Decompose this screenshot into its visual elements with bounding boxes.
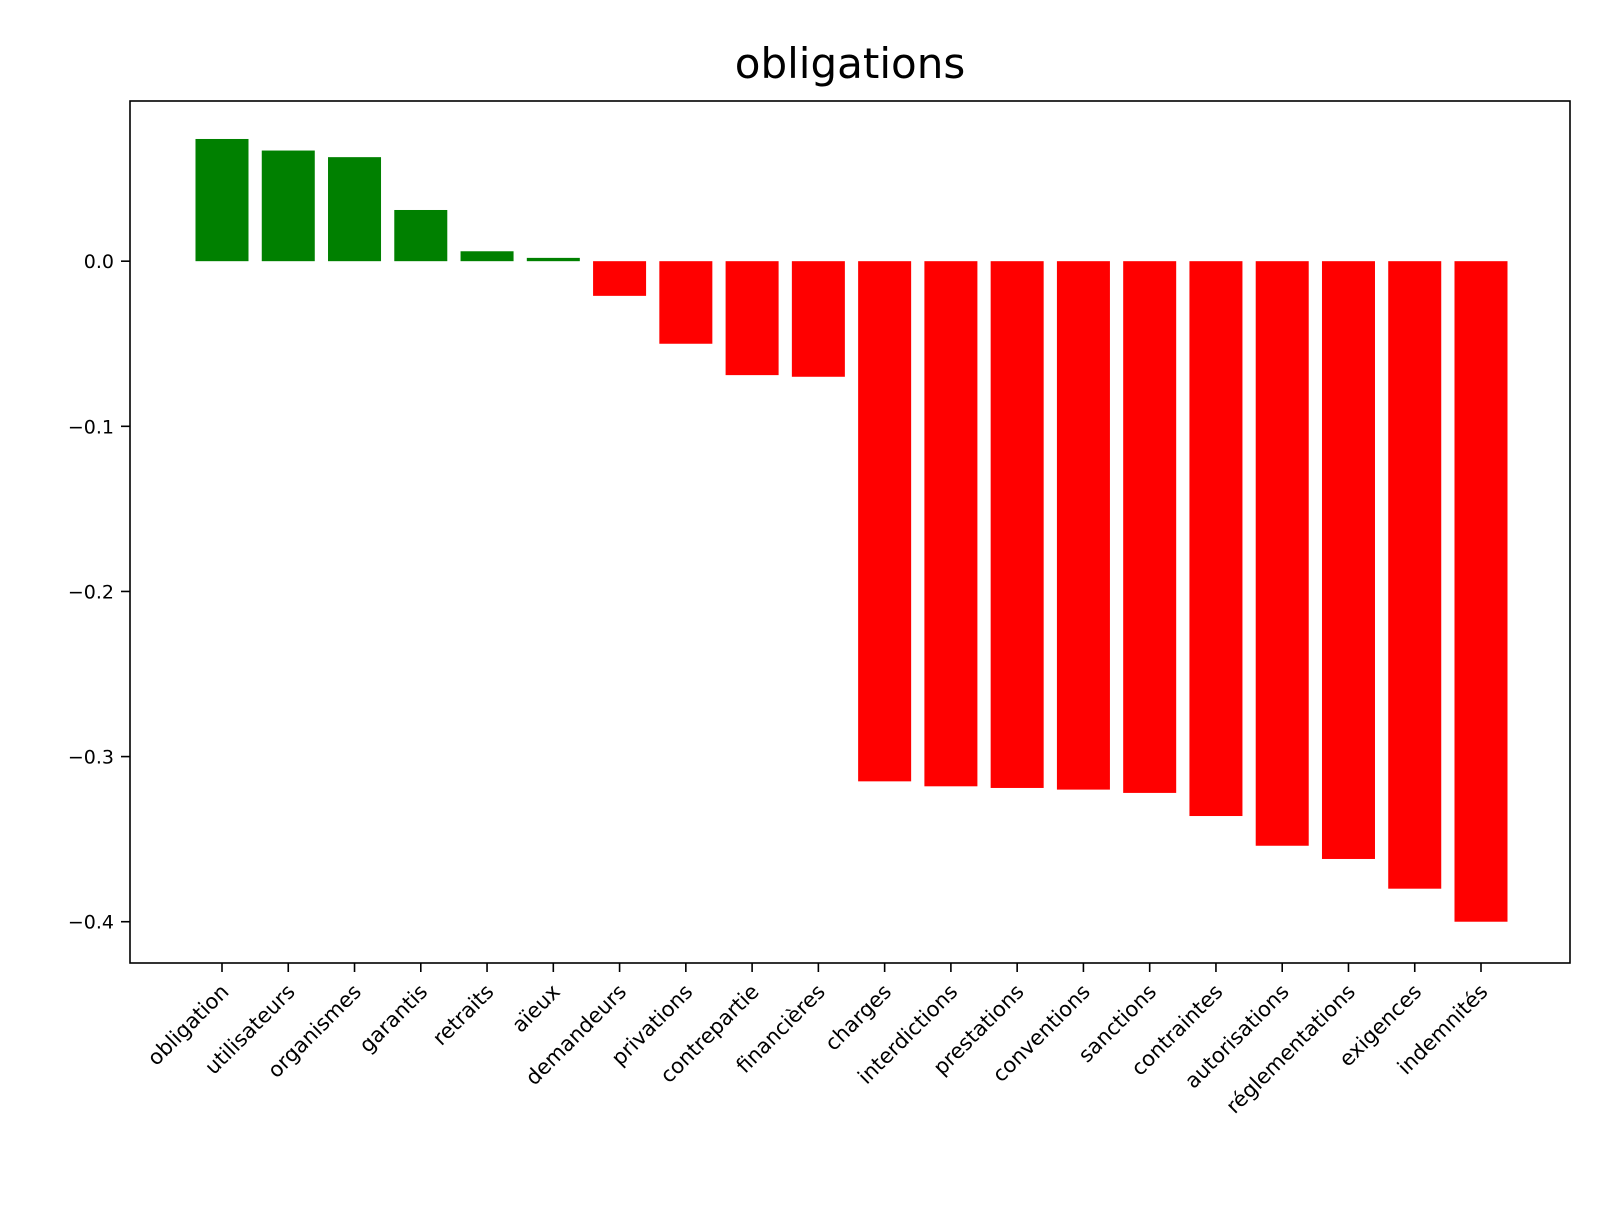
y-tick-label-4: −0.4 [68,912,114,934]
bar-9 [791,261,845,377]
y-tick-label-1: −0.1 [68,416,114,438]
y-axis: 0.0 −0.1 −0.2 −0.3 −0.4 [68,251,130,934]
bar-7 [659,261,713,344]
x-tick-label-3: garantis [355,980,433,1058]
chart-title: obligations [735,39,965,88]
bar-14 [1123,261,1177,793]
bar-3 [394,209,448,262]
bar-8 [725,261,779,376]
bar-0 [195,138,249,262]
y-tick-label-3: −0.3 [68,747,114,769]
bar-18 [1388,261,1442,889]
x-tick-label-5: aïeux [507,980,565,1038]
bar-10 [858,261,912,782]
bar-17 [1321,261,1375,859]
plot-frame [129,100,1571,964]
bar-19 [1454,261,1508,922]
x-axis: obligationutilisateursorganismesgarantis… [143,963,1493,1118]
x-tick-label-4: retraits [428,980,499,1051]
bar-12 [990,261,1044,788]
y-tick-label-0: 0.0 [84,251,114,273]
bar-4 [460,251,514,262]
y-tick-label-2: −0.2 [68,581,114,603]
bar-16 [1255,261,1309,846]
bar-13 [1056,261,1110,790]
bar-2 [328,157,382,262]
bars-group [195,138,1508,922]
bar-1 [261,150,315,262]
bar-6 [593,261,647,296]
bar-5 [526,257,580,262]
bar-15 [1189,261,1243,817]
bar-11 [924,261,978,787]
